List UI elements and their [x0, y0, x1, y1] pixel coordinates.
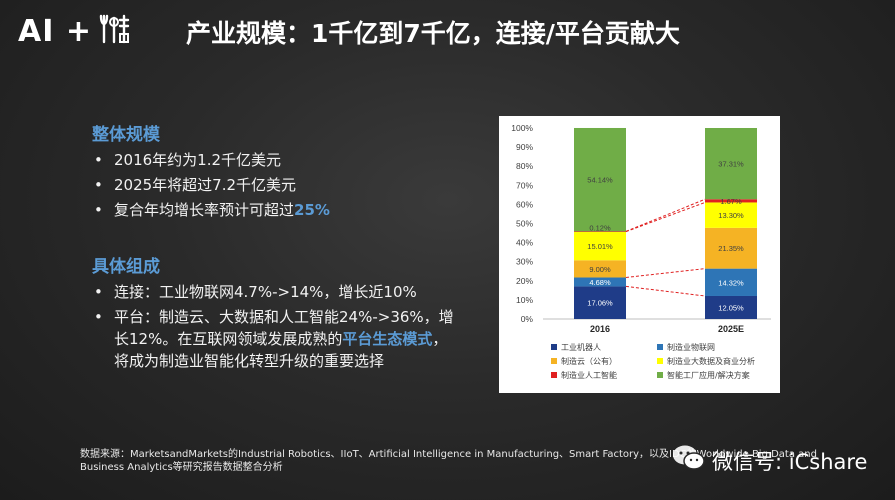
y-tick-label: 10% [516, 295, 533, 305]
legend-label: 制造云（公有） [561, 356, 617, 366]
highlight-text: 25% [294, 201, 330, 219]
connector-line [625, 198, 706, 232]
tools-icon [98, 14, 136, 49]
bullet-list: 连接：工业物联网4.7%->14%，增长近10% 平台：制造云、大数据和人工智能… [92, 281, 472, 372]
legend-swatch [657, 372, 663, 378]
source-note: 数据来源：MarketsandMarkets的Industrial Roboti… [80, 449, 817, 473]
y-tick-label: 0% [521, 314, 534, 324]
bullet-item: 复合年均增长率预计可超过25% [92, 199, 472, 221]
y-tick-label: 40% [516, 238, 533, 248]
legend-label: 工业机器人 [561, 342, 601, 352]
legend-label: 制造业人工智能 [561, 370, 617, 380]
y-tick-label: 80% [516, 161, 533, 171]
data-label: 15.01% [587, 242, 613, 251]
bar-segment [705, 202, 757, 228]
logo: AI + [18, 14, 136, 49]
data-label: 17.06% [587, 299, 613, 308]
data-label: 54.14% [587, 176, 613, 185]
bullet-item: 连接：工业物联网4.7%->14%，增长近10% [92, 281, 472, 303]
legend-label: 智能工厂应用/解决方案 [667, 370, 750, 380]
chart-svg: 0% 10% 20% 30% 40% 50% 60% 70% 80% 90% 100% 2016 202… [511, 123, 771, 380]
highlight-text: 平台生态模式 [342, 330, 433, 348]
y-tick-label: 30% [516, 257, 533, 267]
bullet-item: 平台：制造云、大数据和人工智能24%->36%，增长12%。在互联网领域发展成熟… [92, 306, 472, 372]
data-label: 9.00% [589, 265, 611, 274]
bar-segment [705, 128, 757, 200]
legend-label: 制造业物联网 [667, 342, 715, 352]
overall-scale-section: 整体规模 2016年约为1.2千亿美元 2025年将超过7.2千亿美元 复合年均… [92, 120, 472, 224]
y-tick-label: 100% [511, 123, 533, 133]
bullet-item: 2016年约为1.2千亿美元 [92, 149, 472, 171]
legend-label: 制造业大数据及商业分析 [667, 356, 755, 366]
watermark-text: 微信号: iCshare [712, 449, 868, 474]
x-tick-label: 2025E [718, 324, 744, 334]
wechat-icon [672, 444, 706, 477]
data-label: 0.12% [589, 223, 611, 232]
section-heading: 整体规模 [92, 125, 160, 145]
data-label: 12.05% [718, 303, 744, 312]
data-label: 4.68% [589, 278, 611, 287]
legend-swatch [551, 344, 557, 350]
legend-swatch [551, 358, 557, 364]
page-title: 产业规模：1千亿到7千亿，连接/平台贡献大 [186, 19, 680, 48]
y-tick-label: 60% [516, 199, 533, 209]
bar-segment [705, 295, 757, 319]
y-tick-label: 90% [516, 142, 533, 152]
x-tick-label: 2016 [590, 324, 610, 334]
section-heading: 具体组成 [92, 257, 160, 277]
bar-segment [705, 268, 757, 296]
legend-swatch [657, 344, 663, 350]
y-tick-label: 20% [516, 276, 533, 286]
bar-segment [705, 227, 757, 269]
bar-segment [574, 231, 626, 232]
bar-segment [574, 260, 626, 278]
y-tick-label: 70% [516, 180, 533, 190]
composition-section: 具体组成 连接：工业物联网4.7%->14%，增长近10% 平台：制造云、大数据… [92, 252, 472, 375]
legend-swatch [551, 372, 557, 378]
bar-segment [574, 231, 626, 261]
bar-segment [574, 277, 626, 287]
connector-line [625, 285, 706, 297]
watermark: 微信号: iCshare [672, 444, 867, 477]
bullet-item: 2025年将超过7.2千亿美元 [92, 174, 472, 196]
bar-segment [705, 199, 757, 203]
legend-swatch [657, 358, 663, 364]
connector-line [625, 201, 706, 233]
bullet-list: 2016年约为1.2千亿美元 2025年将超过7.2千亿美元 复合年均增长率预计… [92, 149, 472, 221]
bar-segment [574, 286, 626, 319]
data-label: 13.30% [718, 211, 744, 220]
connector-line [625, 268, 706, 278]
data-label: 1.67% [720, 197, 742, 206]
y-tick-label: 50% [516, 219, 533, 229]
data-label: 14.32% [718, 278, 744, 287]
logo-text: AI + [18, 14, 92, 49]
bar-segment [574, 127, 626, 232]
data-label: 37.31% [718, 160, 744, 169]
data-label: 21.35% [718, 244, 744, 253]
stacked-bar-chart: 0% 10% 20% 30% 40% 50% 60% 70% 80% 90% 100% 2016 202… [499, 116, 780, 393]
